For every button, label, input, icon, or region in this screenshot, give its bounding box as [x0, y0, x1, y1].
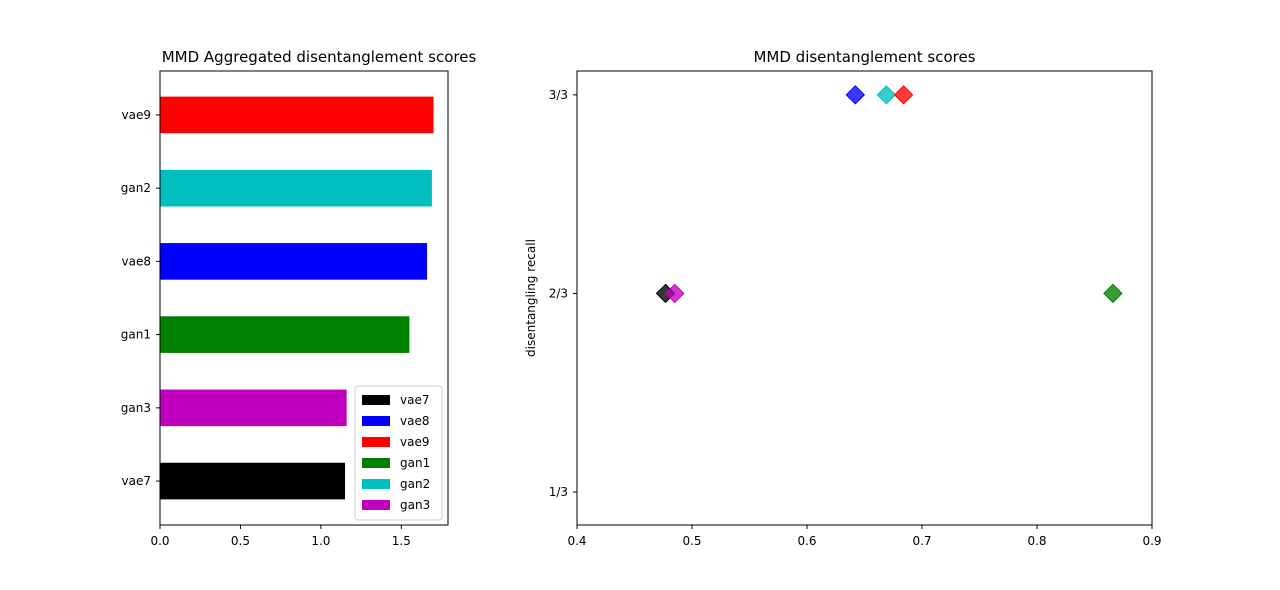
- legend-label-vae9: vae9: [400, 435, 429, 449]
- legend-label-gan3: gan3: [400, 498, 430, 512]
- bar-y-tick-label: vae9: [122, 108, 151, 122]
- bar-marks: [160, 96, 434, 500]
- scatter-x-tick-label: 0.4: [567, 534, 586, 548]
- bar-y-tick-label: gan1: [121, 328, 151, 342]
- legend-swatch-vae7: [362, 395, 390, 405]
- scatter-x-tick-label: 0.5: [682, 534, 701, 548]
- legend-swatch-gan2: [362, 479, 390, 489]
- scatter-chart-frame: [576, 70, 1153, 526]
- scatter-chart: MMD disentanglement scores 0.4 0.5 0.6 0.7 0…: [524, 48, 1162, 548]
- bar-vae7: [160, 462, 346, 500]
- bar-x-tick-label: 0.5: [231, 534, 250, 548]
- legend-label-gan2: gan2: [400, 477, 430, 491]
- bar-x-tick-label: 1.5: [392, 534, 411, 548]
- point-vae8: [845, 85, 866, 105]
- bar-vae8: [160, 243, 428, 280]
- bar-y-tick-label: gan3: [121, 401, 151, 415]
- point-gan2: [876, 85, 897, 105]
- scatter-y-ticks: 1/3 2/3 3/3: [549, 88, 577, 499]
- bar-legend: vae7 vae8 vae9 gan1 gan2 gan3: [354, 385, 443, 521]
- bar-vae9: [160, 96, 434, 134]
- legend-label-vae8: vae8: [400, 414, 429, 428]
- scatter-x-tick-label: 0.8: [1027, 534, 1046, 548]
- bar-gan3: [160, 389, 347, 427]
- bar-x-tick-label: 1.0: [311, 534, 330, 548]
- scatter-y-tick-label: 1/3: [549, 485, 568, 499]
- point-gan3: [665, 283, 685, 304]
- scatter-marks: [655, 85, 1123, 304]
- bar-gan1: [160, 316, 410, 353]
- legend-label-vae7: vae7: [400, 393, 429, 407]
- bar-x-tick-label: 0.0: [150, 534, 169, 548]
- scatter-y-tick-label: 3/3: [549, 88, 568, 102]
- bar-y-tick-label: vae7: [122, 474, 151, 488]
- scatter-y-axis-label: disentangling recall: [524, 239, 538, 357]
- bar-y-ticks: vae7 gan3 gan1 vae8 gan2 vae9: [121, 108, 160, 488]
- legend-swatch-vae8: [362, 416, 390, 426]
- scatter-x-tick-label: 0.6: [797, 534, 816, 548]
- legend-label-gan1: gan1: [400, 456, 430, 470]
- bar-y-tick-label: gan2: [121, 181, 151, 195]
- scatter-x-ticks: 0.4 0.5 0.6 0.7 0.8 0.9: [567, 525, 1162, 548]
- bar-chart-title: MMD Aggregated disentanglement scores: [162, 48, 477, 66]
- legend-swatch-gan1: [362, 458, 390, 468]
- point-vae9: [893, 85, 914, 105]
- legend-swatch-gan3: [362, 500, 390, 510]
- scatter-x-tick-label: 0.7: [912, 534, 931, 548]
- scatter-x-tick-label: 0.9: [1142, 534, 1161, 548]
- bar-chart-frame: [159, 70, 449, 526]
- point-gan1: [1103, 283, 1123, 304]
- scatter-y-tick-label: 2/3: [549, 286, 568, 300]
- bar-y-tick-label: vae8: [122, 254, 151, 268]
- bar-chart: MMD Aggregated disentanglement scores 0.…: [121, 48, 477, 548]
- bar-gan2: [160, 169, 432, 207]
- scatter-chart-title: MMD disentanglement scores: [753, 48, 975, 66]
- bar-x-ticks: 0.0 0.5 1.0 1.5: [150, 525, 411, 548]
- legend-swatch-vae9: [362, 437, 390, 447]
